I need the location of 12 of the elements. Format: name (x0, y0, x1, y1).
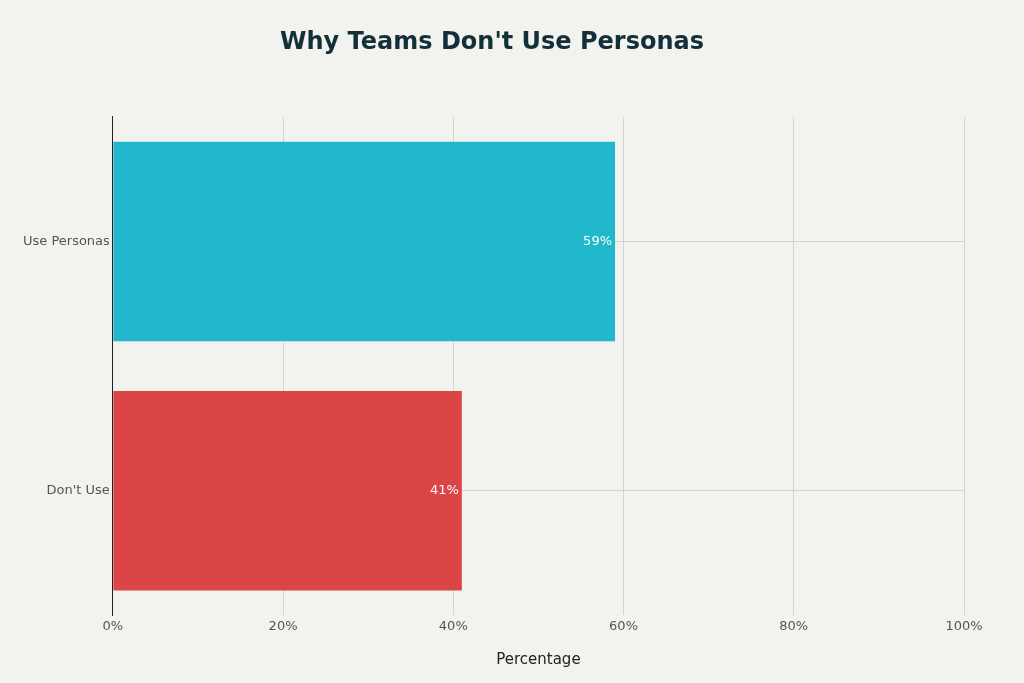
x-tick-label: 40% (438, 617, 468, 633)
y-tick-label: Don't Use (46, 482, 110, 498)
x-tick-label: 20% (268, 617, 298, 633)
x-axis-title: Percentage (496, 649, 581, 668)
chart-title: Why Teams Don't Use Personas (280, 26, 704, 55)
x-tick-label: 0% (102, 617, 124, 633)
data-label: 41% (429, 482, 459, 498)
x-tick-label: 60% (609, 617, 638, 633)
x-tick-label: 100% (945, 617, 983, 633)
data-label: 59% (583, 232, 613, 248)
y-tick-label: Use Personas (23, 232, 111, 248)
x-tick-label: 80% (779, 617, 809, 633)
